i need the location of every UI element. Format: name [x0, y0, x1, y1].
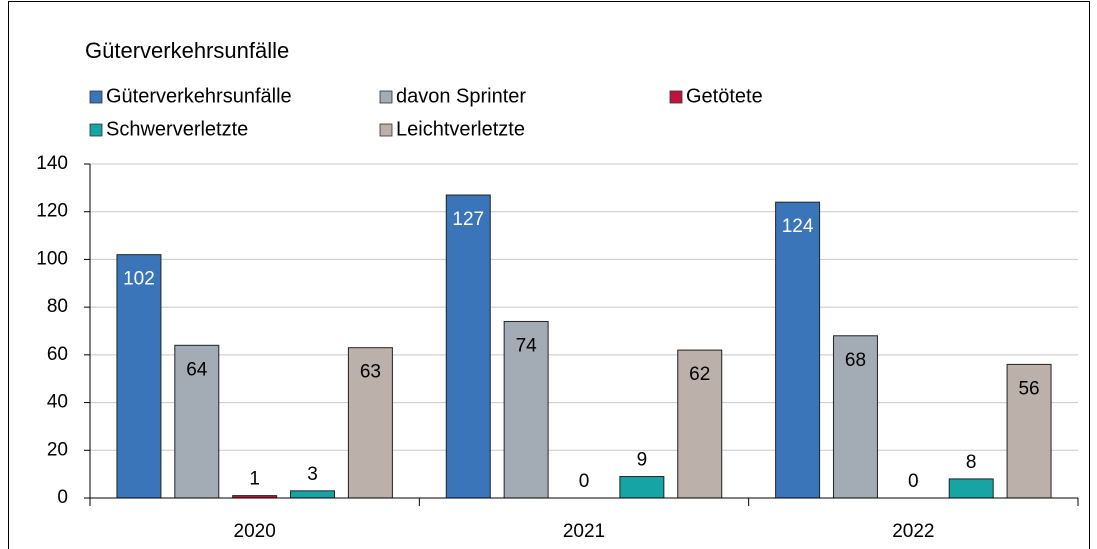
y-tick-label: 120 — [36, 201, 68, 222]
legend-swatch — [89, 90, 103, 104]
legend-label: Güterverkehrsunfälle — [106, 85, 292, 107]
x-tick-label: 2020 — [234, 521, 276, 542]
data-label: 0 — [908, 471, 919, 492]
bar — [948, 478, 994, 499]
legend-label: Getötete — [686, 85, 763, 107]
legend-swatch — [379, 123, 393, 137]
bar — [619, 476, 665, 499]
legend-swatch — [669, 90, 683, 104]
y-tick-label: 60 — [47, 344, 68, 365]
data-label: 0 — [579, 471, 590, 492]
data-label: 8 — [966, 452, 977, 473]
data-label: 62 — [689, 364, 710, 385]
bar — [116, 254, 162, 499]
bar — [503, 320, 549, 499]
data-label: 68 — [845, 350, 866, 371]
chart-border — [8, 1, 1090, 549]
data-label: 1 — [249, 469, 260, 490]
data-label: 9 — [637, 450, 648, 471]
legend-label: Schwerverletzte — [106, 118, 248, 140]
bar — [290, 490, 336, 499]
bar — [445, 194, 491, 499]
data-label: 127 — [452, 209, 484, 230]
data-label: 74 — [516, 335, 538, 356]
legend-swatch — [89, 123, 103, 137]
data-label: 3 — [307, 464, 318, 485]
bar — [677, 349, 723, 499]
y-tick-label: 100 — [36, 248, 68, 269]
x-tick-label: 2021 — [563, 521, 605, 542]
bar — [347, 347, 393, 499]
data-label: 64 — [186, 359, 208, 380]
data-label: 56 — [1018, 378, 1039, 399]
x-tick-label: 2022 — [892, 521, 934, 542]
y-tick-label: 0 — [57, 487, 68, 508]
data-label: 63 — [360, 362, 381, 383]
legend-swatch — [379, 90, 393, 104]
legend-label: davon Sprinter — [396, 85, 526, 107]
y-tick-label: 140 — [36, 153, 68, 174]
bar — [832, 335, 878, 499]
data-label: 124 — [782, 216, 814, 237]
y-tick-label: 20 — [47, 439, 68, 460]
bar — [174, 344, 220, 499]
data-label: 102 — [123, 269, 155, 290]
y-tick-label: 80 — [47, 296, 68, 317]
y-tick-label: 40 — [47, 392, 68, 413]
bar — [1006, 363, 1052, 499]
bar — [775, 201, 821, 499]
chart-title: Güterverkehrsunfälle — [85, 38, 289, 63]
legend-label: Leichtverletzte — [396, 118, 525, 140]
